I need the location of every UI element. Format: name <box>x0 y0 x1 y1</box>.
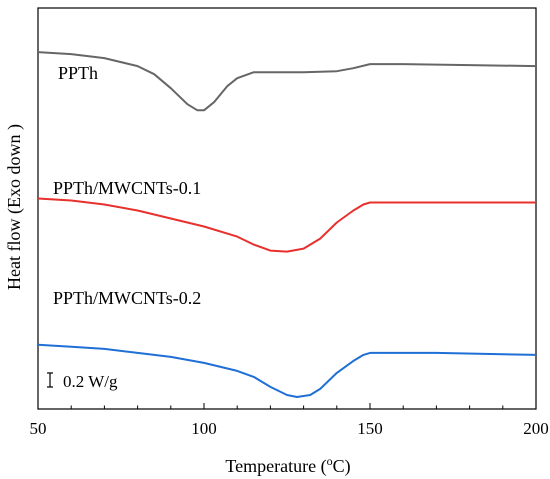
series-label-2: PPTh/MWCNTs-0.1 <box>53 178 201 198</box>
x-tick-label: 50 <box>30 419 47 438</box>
x-tick-label: 200 <box>523 419 549 438</box>
curves <box>37 51 537 398</box>
y-axis-label: Heat flow (Exo down ) <box>4 124 25 290</box>
series-labels: PPTh PPTh/MWCNTs-0.1 PPTh/MWCNTs-0.2 <box>53 63 201 308</box>
series-line-2 <box>37 197 536 253</box>
scale-bar: 0.2 W/g <box>47 372 118 391</box>
scale-bar-label: 0.2 W/g <box>63 372 118 391</box>
x-tick-label: 150 <box>357 419 383 438</box>
plot-frame <box>37 7 537 410</box>
x-ticks: 50 100 150 200 <box>30 403 549 438</box>
x-tick-label: 100 <box>191 419 217 438</box>
series-line-1 <box>37 51 537 112</box>
series-label-1: PPTh <box>58 63 98 83</box>
series-label-3: PPTh/MWCNTs-0.2 <box>53 288 201 308</box>
x-axis-label-suffix: C) <box>333 456 351 477</box>
plot-border <box>37 7 537 410</box>
series-line-3 <box>37 343 537 398</box>
x-axis-label: Temperature (oC) <box>225 454 350 477</box>
x-axis-label-sup: o <box>327 454 333 468</box>
